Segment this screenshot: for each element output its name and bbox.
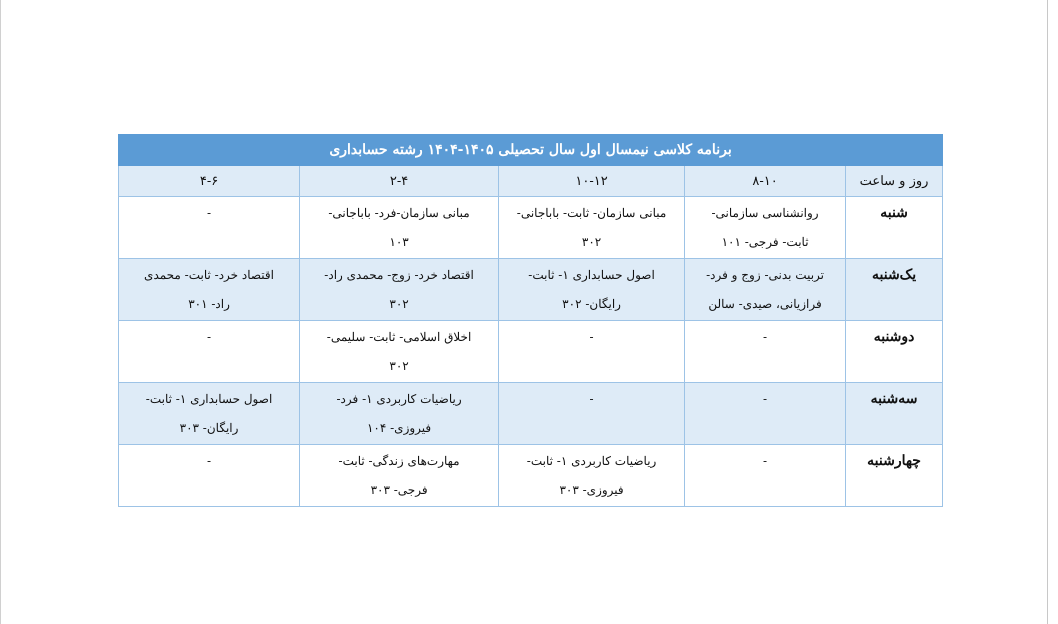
class-schedule-table: برنامه کلاسی نیمسال اول سال تحصیلی ۱۴۰۵-… xyxy=(117,134,944,507)
day-label: چهارشنبه xyxy=(845,444,944,507)
table-title-row: برنامه کلاسی نیمسال اول سال تحصیلی ۱۴۰۵-… xyxy=(117,134,944,166)
cell-line: - xyxy=(207,206,212,220)
day-label: شنبه xyxy=(845,196,944,259)
cell-line: فیروزی- ۱۰۴ xyxy=(366,421,432,435)
day-label: یک‌شنبه xyxy=(845,258,944,321)
table-row: سه‌شنبه - - ریاضیات کاربردی ۱- فرد- فیروزی- … xyxy=(117,382,944,445)
cell-line: فیروزی- ۳۰۳ xyxy=(559,483,624,497)
cell-line: ریاضیات کاربردی ۱- ثابت- xyxy=(526,454,657,468)
cell-line: اخلاق اسلامی- ثابت- سلیمی- xyxy=(326,330,472,344)
header-10-12: ۱۰-۱۲ xyxy=(498,165,686,197)
schedule-cell: اصول حسابداری ۱- ثابت- رایگان- ۳۰۲ xyxy=(498,258,686,321)
cell-line: - xyxy=(589,392,594,406)
cell-line: - xyxy=(589,330,594,344)
cell-line: ثابت- فرجی- ۱۰۱ xyxy=(721,235,809,249)
cell-line: اصول حسابداری ۱- ثابت- xyxy=(528,268,655,282)
table-row: چهارشنبه - ریاضیات کاربردی ۱- ثابت- فیروزی-… xyxy=(117,444,944,507)
schedule-cell: ریاضیات کاربردی ۱- ثابت- فیروزی- ۳۰۳ xyxy=(498,444,686,507)
table-title: برنامه کلاسی نیمسال اول سال تحصیلی ۱۴۰۵-… xyxy=(117,134,944,166)
cell-line: - xyxy=(763,330,768,344)
header-4-6: ۴-۶ xyxy=(117,165,301,197)
cell-line: مهارت‌های زندگی- ثابت- xyxy=(338,454,460,468)
day-label: دوشنبه xyxy=(845,320,944,383)
cell-line: - xyxy=(207,330,212,344)
schedule-cell: اقتصاد خرد- ثابت- محمدی راد- ۳۰۱ xyxy=(117,258,301,321)
cell-line: اقتصاد خرد- ثابت- محمدی xyxy=(144,268,275,282)
schedule-cell: - xyxy=(684,444,847,507)
schedule-cell: - xyxy=(684,382,847,445)
schedule-cell: مبانی سازمان- ثابت- باباجانی- ۳۰۲ xyxy=(498,196,686,259)
cell-line: روانشناسی سازمانی- xyxy=(711,206,819,220)
cell-line: ۳۰۲ xyxy=(389,359,409,373)
schedule-cell: ریاضیات کاربردی ۱- فرد- فیروزی- ۱۰۴ xyxy=(299,382,500,445)
cell-line: - xyxy=(207,454,212,468)
schedule-cell: مهارت‌های زندگی- ثابت- فرجی- ۳۰۳ xyxy=(299,444,500,507)
header-8-10: ۸-۱۰ xyxy=(684,165,847,197)
cell-line: مبانی سازمان-فرد- باباجانی- xyxy=(328,206,470,220)
schedule-cell: - xyxy=(117,196,301,259)
cell-line: ریاضیات کاربردی ۱- فرد- xyxy=(336,392,462,406)
cell-line: اصول حسابداری ۱- ثابت- xyxy=(145,392,273,406)
header-day-time: روز و ساعت xyxy=(845,165,944,197)
schedule-cell: مبانی سازمان-فرد- باباجانی- ۱۰۳ xyxy=(299,196,500,259)
schedule-cell: - xyxy=(498,382,686,445)
cell-line: - xyxy=(763,454,768,468)
schedule-cell: اقتصاد خرد- زوج- محمدی راد- ۳۰۲ xyxy=(299,258,500,321)
cell-line: راد- ۳۰۱ xyxy=(188,297,230,311)
table-row: شنبه روانشناسی سازمانی- ثابت- فرجی- ۱۰۱ مبا… xyxy=(117,196,944,259)
cell-line: ۱۰۳ xyxy=(389,235,409,249)
cell-line: فرازیانی، صیدی- سالن xyxy=(708,297,822,311)
schedule-cell: - xyxy=(117,444,301,507)
table-row: دوشنبه - - اخلاق اسلامی- ثابت- سلیمی- ۳۰۲ - xyxy=(117,320,944,383)
header-row: روز و ساعت ۸-۱۰ ۱۰-۱۲ ۲-۴ ۴-۶ xyxy=(117,165,944,197)
schedule-cell: تربیت بدنی- زوج و فرد- فرازیانی، صیدی- سا… xyxy=(684,258,847,321)
day-label: سه‌شنبه xyxy=(845,382,944,445)
cell-line: رایگان- ۳۰۳ xyxy=(179,421,239,435)
cell-line: مبانی سازمان- ثابت- باباجانی- xyxy=(516,206,667,220)
schedule-cell: - xyxy=(684,320,847,383)
schedule-cell: - xyxy=(117,320,301,383)
cell-line: تربیت بدنی- زوج و فرد- xyxy=(706,268,824,282)
schedule-cell: اخلاق اسلامی- ثابت- سلیمی- ۳۰۲ xyxy=(299,320,500,383)
table-row: یک‌شنبه تربیت بدنی- زوج و فرد- فرازیانی، ص… xyxy=(117,258,944,321)
cell-line: - xyxy=(763,392,768,406)
header-2-4: ۲-۴ xyxy=(299,165,500,197)
cell-line: رایگان- ۳۰۲ xyxy=(562,297,621,311)
cell-line: ۳۰۲ xyxy=(581,235,602,249)
schedule-cell: اصول حسابداری ۱- ثابت- رایگان- ۳۰۳ xyxy=(117,382,301,445)
cell-line: ۳۰۲ xyxy=(389,297,409,311)
cell-line: اقتصاد خرد- زوج- محمدی راد- xyxy=(324,268,474,282)
schedule-cell: روانشناسی سازمانی- ثابت- فرجی- ۱۰۱ xyxy=(684,196,847,259)
schedule-cell: - xyxy=(498,320,686,383)
cell-line: فرجی- ۳۰۳ xyxy=(370,483,428,497)
